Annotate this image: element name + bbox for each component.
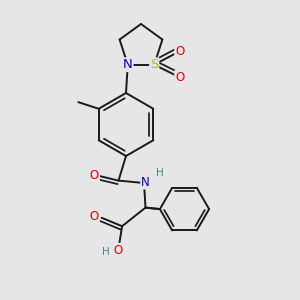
Text: H: H — [156, 168, 164, 178]
Text: O: O — [175, 71, 184, 84]
Text: O: O — [90, 169, 99, 182]
Text: O: O — [175, 45, 184, 58]
Text: S: S — [150, 58, 158, 71]
Text: N: N — [123, 58, 133, 71]
Text: H: H — [102, 247, 110, 257]
Text: N: N — [141, 176, 150, 189]
Text: O: O — [114, 244, 123, 257]
Text: O: O — [89, 210, 99, 223]
